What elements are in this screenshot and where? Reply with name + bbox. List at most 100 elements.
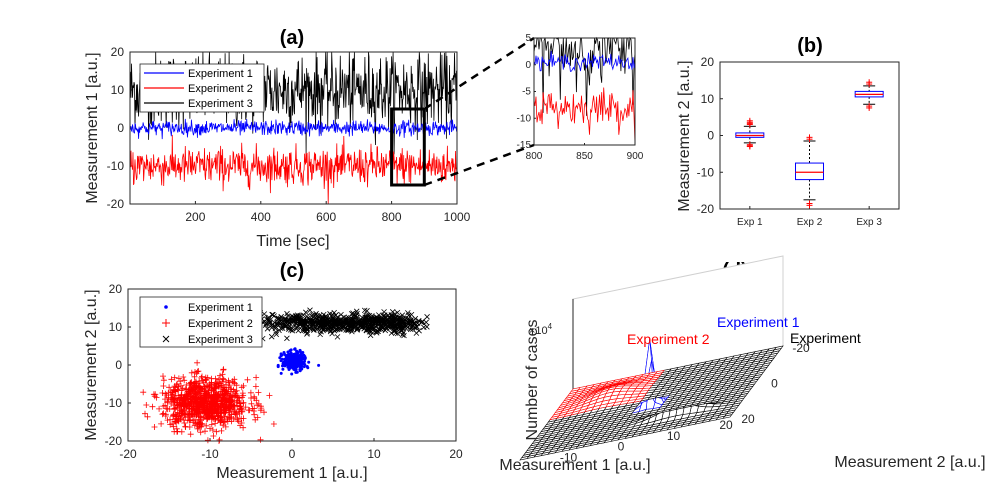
- point: [327, 328, 334, 335]
- panel-a-title: (a): [280, 27, 304, 49]
- point: [204, 437, 211, 444]
- y-tick-label: 0: [115, 358, 122, 372]
- point: [226, 409, 233, 416]
- point: [203, 377, 210, 384]
- legend-marker-exp1: [164, 305, 168, 309]
- point: [203, 383, 210, 390]
- point: [177, 378, 184, 385]
- point: [333, 322, 340, 329]
- point: [242, 404, 249, 411]
- point: [274, 319, 280, 326]
- point: [158, 420, 165, 427]
- panel-a-inset: 800 850 900 -15 -10 -5 0 5: [517, 33, 644, 162]
- point: [295, 365, 299, 369]
- point: [281, 367, 285, 371]
- panel-d-label-exp2: Experiment 2: [627, 331, 710, 347]
- point: [217, 372, 223, 379]
- point: [320, 327, 326, 334]
- point: [160, 383, 167, 389]
- x-tick-label: -20: [119, 447, 137, 461]
- point: [236, 400, 243, 406]
- zoom-connector-top: [423, 36, 535, 111]
- panel-a-ylabel: Measurement 1 [a.u.]: [84, 52, 101, 203]
- point: [412, 315, 419, 322]
- point: [164, 406, 171, 413]
- point: [305, 365, 309, 368]
- point: [232, 390, 239, 397]
- point: [220, 386, 227, 393]
- point: [282, 351, 286, 354]
- point: [392, 330, 399, 336]
- point: [175, 392, 182, 399]
- point: [192, 369, 198, 375]
- panel-a-ticks: 200 400 600 800 1000 -20 -10 0 10 20: [107, 45, 471, 224]
- point: [210, 433, 217, 439]
- point: [240, 415, 247, 422]
- point: [416, 327, 422, 334]
- point: [210, 387, 217, 394]
- point: [349, 328, 355, 335]
- legend-label-exp3: Experiment 3: [188, 334, 253, 346]
- point: [212, 381, 219, 388]
- point: [370, 318, 376, 325]
- point: [180, 374, 187, 380]
- x-tick-label: 800: [526, 151, 543, 162]
- point: [275, 315, 282, 322]
- panel-b-title: (b): [797, 35, 823, 57]
- point: [171, 428, 178, 435]
- point: [365, 312, 371, 319]
- point: [191, 406, 198, 413]
- point: [376, 326, 382, 332]
- point: [406, 317, 413, 323]
- point: [226, 382, 233, 389]
- point: [212, 375, 219, 382]
- point: [162, 396, 168, 403]
- point: [373, 330, 380, 336]
- point: [199, 377, 206, 384]
- panel-a: (a) 200 400 600 800 1000 -20 -10 0 10 20 Experime…: [84, 27, 535, 250]
- point: [319, 314, 326, 320]
- point: [271, 313, 277, 319]
- point: [203, 422, 210, 429]
- y-tick-label: 10: [701, 92, 715, 106]
- point: [240, 424, 247, 431]
- point: [389, 321, 395, 327]
- point: [203, 409, 210, 415]
- point: [202, 390, 209, 397]
- point: [219, 385, 226, 391]
- series-line-1: [129, 118, 458, 140]
- point: [258, 405, 265, 412]
- point: [159, 390, 166, 396]
- point: [362, 319, 369, 325]
- point: [165, 389, 172, 396]
- point: [230, 408, 237, 415]
- point: [211, 405, 218, 412]
- point: [240, 392, 247, 399]
- y-tick-label: 0: [117, 121, 124, 135]
- series-line-2: [129, 134, 458, 205]
- point: [321, 324, 328, 331]
- point: [366, 312, 373, 319]
- point: [303, 363, 307, 367]
- point: [207, 425, 213, 432]
- y-tick-label: -20: [107, 197, 125, 211]
- scatter-series-3: [245, 307, 430, 342]
- point: [301, 351, 305, 354]
- point: [215, 403, 222, 410]
- point: [262, 322, 269, 328]
- outlier: [806, 202, 813, 209]
- scatter-series-1: [276, 347, 321, 376]
- point: [212, 415, 219, 422]
- point: [202, 428, 208, 435]
- point: [384, 318, 390, 325]
- point: [221, 400, 228, 407]
- point: [266, 317, 273, 324]
- point: [232, 410, 238, 416]
- point: [367, 332, 374, 339]
- point: [290, 361, 294, 364]
- panel-b: (b) -20 -10 0 10 20 Exp 1 Exp 2 Exp 3 Measureme…: [676, 35, 900, 228]
- point: [236, 410, 243, 417]
- point: [257, 436, 264, 443]
- point: [175, 417, 182, 424]
